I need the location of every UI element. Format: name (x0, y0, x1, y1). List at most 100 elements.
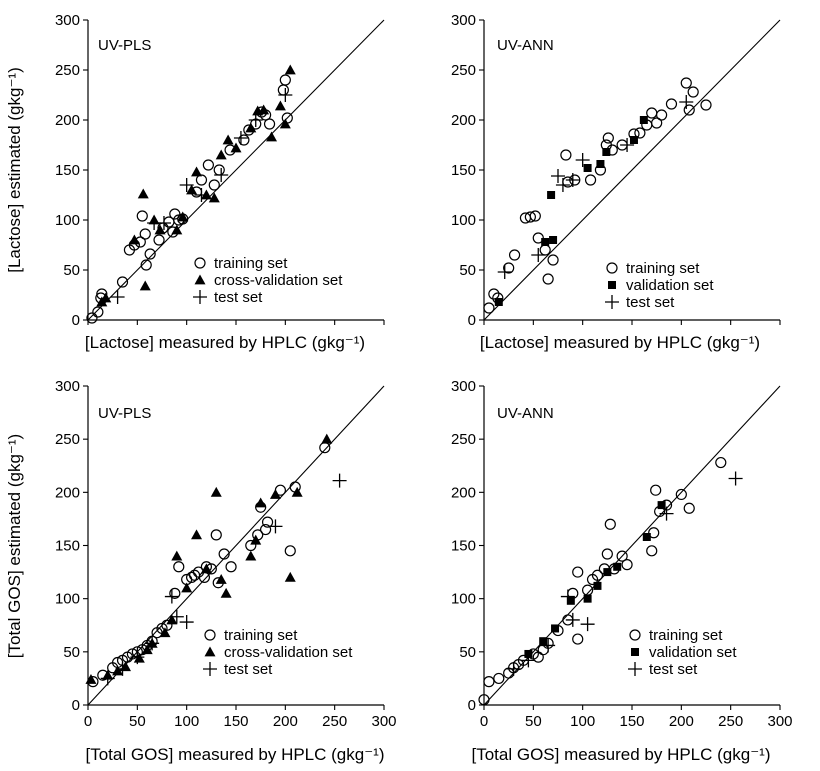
data-point (483, 302, 495, 314)
data-point (648, 527, 660, 539)
legend-label: training set (214, 255, 288, 272)
data-point (655, 109, 668, 121)
data-point (683, 104, 695, 116)
data-point (218, 548, 230, 560)
y-tick-label: 250 (451, 62, 476, 79)
x-tick-label: 250 (322, 713, 347, 730)
data-point (255, 497, 267, 508)
x-tick-label: 250 (718, 713, 743, 730)
identity-line (483, 385, 781, 706)
data-point (144, 248, 156, 260)
panel-title: UV-PLS (98, 405, 151, 422)
y-tick-label: 250 (55, 431, 80, 448)
data-point (115, 661, 130, 676)
x-tick-label: 0 (480, 713, 488, 730)
data-point (128, 234, 140, 245)
data-point (284, 545, 296, 557)
y-tick-label: 300 (451, 378, 476, 395)
data-point (169, 208, 181, 220)
data-point (194, 188, 209, 202)
y-tick-label: 100 (55, 212, 80, 229)
data-point (145, 636, 160, 651)
data-point (263, 118, 276, 130)
data-point (279, 118, 291, 129)
data-point (494, 298, 503, 306)
data-point (580, 617, 595, 632)
panel-title: UV-PLS (98, 37, 151, 54)
data-point (171, 224, 183, 235)
legend-label: training set (224, 627, 298, 644)
data-point (191, 166, 203, 177)
legend-label: training set (626, 260, 700, 277)
legend-marker (608, 281, 616, 289)
data-point (583, 594, 592, 603)
data-point (245, 122, 257, 133)
data-point (551, 624, 560, 633)
series-filled-square (494, 116, 648, 306)
panel-title: UV-ANN (497, 405, 554, 422)
data-point (503, 262, 515, 274)
data-point (116, 276, 129, 288)
data-point (332, 473, 347, 488)
data-point (186, 571, 198, 584)
y-tick-label: 50 (63, 262, 80, 279)
x-tick-label: 150 (223, 713, 248, 730)
data-point (319, 442, 331, 454)
series-open-circle (478, 456, 727, 706)
y-tick-label: 300 (451, 12, 476, 29)
legend-label: cross-validation set (214, 272, 343, 289)
data-point (202, 159, 214, 171)
legend-marker (631, 648, 639, 656)
data-point (233, 131, 248, 145)
y-tick-label: 50 (63, 644, 80, 661)
x-tick-label: 200 (669, 713, 694, 730)
y-tick-label: 200 (55, 484, 80, 501)
y-tick-label: 250 (451, 431, 476, 448)
data-point (208, 192, 220, 203)
data-point (549, 236, 558, 244)
data-point (141, 644, 153, 655)
data-point (651, 117, 663, 129)
data-point (173, 561, 185, 573)
data-point (680, 77, 692, 89)
data-point (230, 142, 242, 153)
data-point (687, 86, 699, 98)
data-point (278, 88, 293, 102)
legend-marker (204, 646, 216, 657)
series-plus (110, 88, 293, 304)
data-point (596, 160, 605, 168)
data-point (198, 571, 211, 584)
data-point (191, 529, 203, 540)
data-point (497, 265, 512, 279)
data-point (225, 561, 237, 573)
data-point (537, 644, 549, 656)
data-point (86, 312, 98, 324)
data-point (214, 168, 229, 182)
x-axis-label: [Lactose] measured by HPLC (gkg⁻¹) (85, 333, 365, 352)
panel-4: 0 50 100 150 200 250 300 0 50 100 150 200 250 300 UV-A… (451, 378, 793, 764)
data-point (478, 694, 490, 706)
data-point (245, 550, 257, 561)
data-point (195, 174, 208, 186)
legend-marker (606, 262, 618, 274)
y-tick-label: 150 (451, 538, 476, 555)
panel-title: UV-ANN (497, 37, 554, 54)
series-plus (506, 471, 743, 676)
data-point (208, 179, 220, 191)
data-point (100, 292, 112, 303)
data-point (521, 653, 536, 668)
legend-label: validation set (626, 277, 714, 294)
y-tick-label: 100 (451, 591, 476, 608)
data-point (245, 539, 257, 552)
x-tick-label: 100 (570, 713, 595, 730)
data-point (547, 191, 556, 199)
data-point (200, 563, 212, 574)
legend-label: training set (649, 627, 723, 644)
y-tick-label: 0 (72, 312, 80, 329)
data-point (169, 587, 181, 599)
x-tick-label: 50 (525, 713, 542, 730)
x-axis-label: [Total GOS] measured by HPLC (gkg⁻¹) (85, 745, 384, 764)
data-point (258, 104, 270, 115)
data-point (524, 211, 536, 223)
